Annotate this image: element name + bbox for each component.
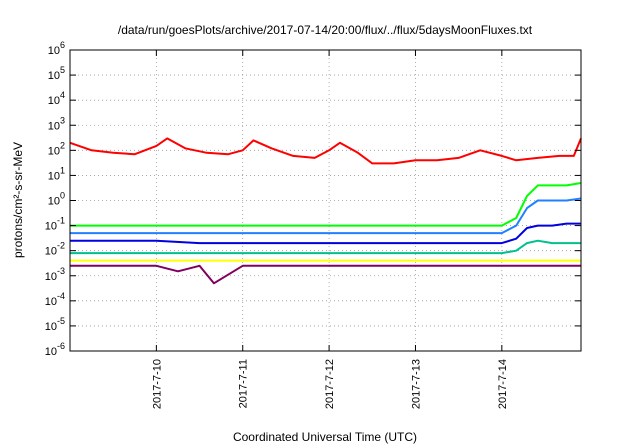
y-tick-exponent: 1 — [60, 165, 65, 175]
y-tick-exponent: 6 — [60, 40, 65, 50]
y-tick-label: 102 — [48, 140, 65, 157]
y-tick-mantissa: 10 — [45, 346, 57, 358]
y-tick-exponent: 0 — [60, 191, 65, 201]
y-tick-mantissa: 10 — [45, 221, 57, 233]
x-tick-label: 2017-7-12 — [324, 359, 336, 409]
y-tick-mantissa: 10 — [45, 296, 57, 308]
y-tick-exponent: -2 — [57, 241, 65, 251]
y-tick-label: 10-1 — [45, 216, 65, 233]
y-tick-label: 10-4 — [45, 291, 65, 308]
chart-title: /data/run/goesPlots/archive/2017-07-14/2… — [118, 23, 533, 37]
series-line-3 — [70, 197, 582, 235]
x-axis-label: Coordinated Universal Time (UTC) — [233, 430, 417, 444]
series-line-4 — [70, 222, 581, 245]
y-tick-mantissa: 10 — [48, 145, 60, 157]
x-axis: 2017-7-10 2017-7-11 2017-7-12 2017-7-13 2017… — [151, 50, 509, 409]
y-tick-mantissa: 10 — [48, 70, 60, 82]
x-tick-label: 2017-7-11 — [238, 359, 250, 408]
y-tick-label: 10-6 — [45, 341, 65, 358]
y-tick-label: 106 — [48, 40, 65, 57]
y-tick-label: 10-5 — [45, 316, 65, 333]
y-tick-label: 10-3 — [45, 266, 65, 283]
y-tick-exponent: 5 — [60, 65, 65, 75]
x-tick-label: 2017-7-14 — [497, 359, 509, 409]
y-tick-label: 104 — [48, 90, 65, 107]
x-tick-label: 2017-7-13 — [410, 359, 422, 409]
y-tick-label: 101 — [48, 165, 65, 182]
series-line-7 — [70, 264, 581, 285]
y-tick-exponent: 3 — [60, 115, 65, 125]
y-tick-mantissa: 10 — [48, 95, 60, 107]
y-tick-mantissa: 10 — [48, 170, 60, 182]
y-tick-mantissa: 10 — [48, 45, 60, 57]
y-tick-exponent: -6 — [57, 341, 65, 351]
y-tick-exponent: -3 — [57, 266, 65, 276]
y-tick-exponent: -4 — [57, 291, 65, 301]
y-axis-label: protons/cm²-s-sr-MeV — [11, 142, 25, 258]
y-axis: 10-610-510-410-310-210-11001011021031041… — [45, 40, 581, 358]
y-tick-mantissa: 10 — [48, 196, 60, 208]
y-tick-mantissa: 10 — [45, 321, 57, 333]
y-tick-mantissa: 10 — [45, 246, 57, 258]
y-tick-mantissa: 10 — [48, 120, 60, 132]
y-tick-label: 105 — [48, 65, 65, 82]
x-tick-label: 2017-7-10 — [151, 359, 163, 409]
y-tick-exponent: 4 — [60, 90, 65, 100]
y-tick-exponent: -5 — [57, 316, 65, 326]
series-line-2 — [70, 182, 582, 227]
grid — [70, 50, 581, 351]
y-tick-mantissa: 10 — [45, 271, 57, 283]
series-line-5 — [70, 239, 581, 255]
y-tick-label: 100 — [48, 191, 65, 208]
y-tick-label: 10-2 — [45, 241, 65, 258]
series-group — [69, 137, 582, 285]
y-tick-exponent: -1 — [57, 216, 65, 226]
y-tick-label: 103 — [48, 115, 65, 132]
y-tick-exponent: 2 — [60, 140, 65, 150]
series-line-1 — [69, 137, 582, 165]
